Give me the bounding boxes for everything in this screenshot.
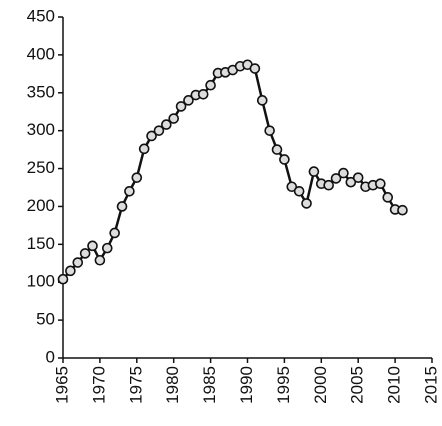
data-point — [397, 204, 408, 216]
x-tick-label: 1980 — [163, 366, 182, 404]
data-point — [87, 240, 98, 252]
data-point — [308, 166, 320, 177]
data-point — [168, 113, 179, 124]
y-tick-label: 200 — [27, 196, 55, 215]
data-point — [161, 119, 172, 130]
data-point — [72, 257, 84, 268]
data-point — [279, 154, 290, 165]
data-point — [338, 167, 349, 179]
x-tick-label: 1990 — [237, 366, 256, 404]
data-point — [79, 248, 91, 259]
data-point — [330, 173, 342, 184]
data-point — [183, 95, 194, 106]
data-point — [197, 88, 209, 100]
x-tick-label: 1995 — [274, 366, 293, 404]
data-point — [57, 273, 69, 285]
x-tick-label: 1965 — [52, 366, 71, 404]
data-point — [109, 227, 120, 239]
x-tick-label: 2005 — [348, 366, 367, 404]
data-point — [138, 143, 150, 155]
y-tick-label: 100 — [27, 272, 55, 291]
x-tick-label: 1970 — [89, 366, 108, 404]
x-tick-label: 2010 — [385, 366, 404, 404]
x-tick-label: 1985 — [200, 366, 219, 404]
y-tick-label: 400 — [27, 44, 55, 63]
data-point — [323, 179, 334, 191]
y-tick-label: 0 — [46, 347, 55, 366]
data-point — [382, 192, 394, 203]
data-point — [256, 95, 268, 106]
y-tick-label: 50 — [36, 310, 55, 329]
data-point — [101, 242, 113, 254]
y-tick-label: 150 — [27, 234, 55, 253]
data-point — [301, 198, 312, 209]
x-tick-label: 2015 — [421, 366, 440, 404]
data-point — [375, 178, 386, 190]
data-point — [271, 144, 283, 155]
data-point — [153, 125, 165, 136]
data-point — [146, 130, 157, 142]
data-point — [124, 185, 135, 197]
data-point — [116, 201, 128, 212]
y-tick-label: 350 — [27, 82, 55, 101]
data-point — [249, 63, 261, 74]
data-point — [286, 181, 298, 193]
data-point — [94, 254, 106, 266]
x-tick-label: 1975 — [126, 366, 145, 404]
data-point — [352, 172, 364, 183]
data-point — [264, 125, 275, 136]
data-point — [131, 172, 143, 183]
data-point — [175, 101, 187, 112]
data-point — [205, 79, 216, 91]
data-point — [65, 265, 76, 277]
y-tick-label: 450 — [27, 6, 55, 25]
x-tick-label: 2000 — [311, 366, 330, 404]
y-tick-label: 300 — [27, 120, 55, 139]
y-tick-label: 250 — [27, 158, 55, 177]
data-point — [345, 176, 357, 188]
data-point — [293, 185, 305, 197]
data-line — [62, 63, 403, 281]
